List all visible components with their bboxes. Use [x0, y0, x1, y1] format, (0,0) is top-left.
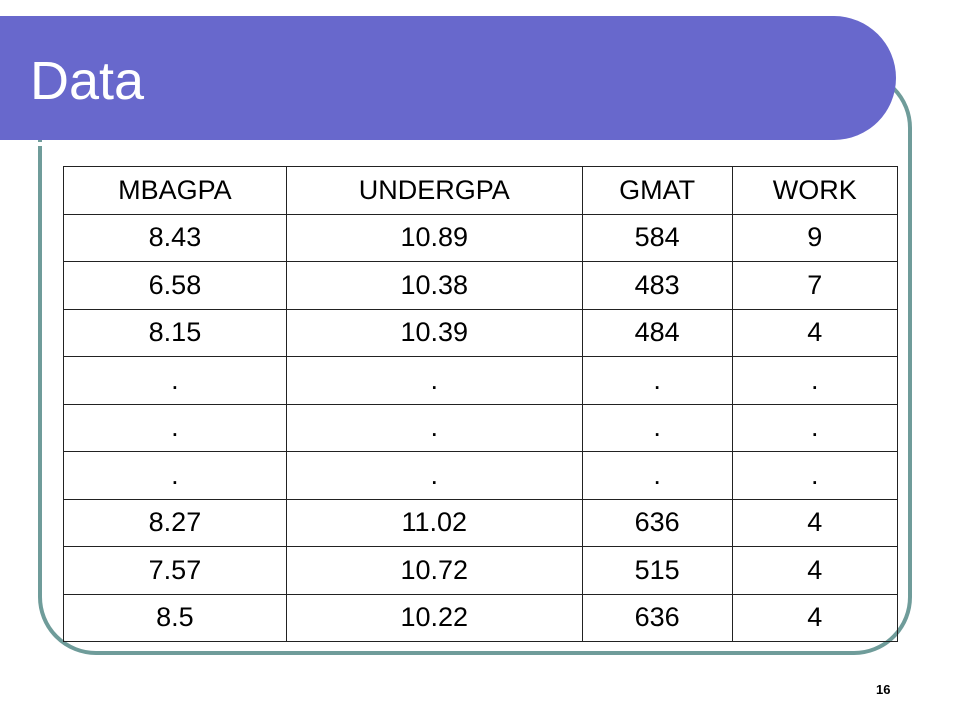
table-cell: 4: [731, 308, 899, 357]
table-row: 8.15 10.39 484 4: [63, 308, 899, 357]
table-row: . . . .: [63, 451, 899, 500]
title-underline: [0, 142, 848, 146]
table-cell: 10.38: [285, 261, 583, 310]
table-cell: .: [581, 451, 733, 500]
header-mbagpa: MBAGPA: [63, 166, 287, 215]
table-cell: .: [581, 356, 733, 405]
table-cell: .: [731, 451, 899, 500]
table-cell: 10.89: [285, 213, 583, 262]
table-cell: .: [731, 356, 899, 405]
table-row: . . . .: [63, 403, 899, 452]
table-cell: 7: [731, 261, 899, 310]
table-cell: .: [63, 403, 287, 452]
header-work: WORK: [731, 166, 899, 215]
table-cell: 10.39: [285, 308, 583, 357]
table-cell: .: [285, 403, 583, 452]
table-cell: 483: [581, 261, 733, 310]
table-cell: 7.57: [63, 546, 287, 595]
table-cell: 636: [581, 498, 733, 547]
table-cell: 11.02: [285, 498, 583, 547]
table-cell: 484: [581, 308, 733, 357]
table-cell: 4: [731, 498, 899, 547]
table-cell: .: [731, 403, 899, 452]
table-row: 8.5 10.22 636 4: [63, 593, 899, 642]
title-bar: Data: [0, 16, 896, 146]
table-cell: 8.15: [63, 308, 287, 357]
table-cell: 6.58: [63, 261, 287, 310]
table-row: . . . .: [63, 356, 899, 405]
header-undergpa: UNDERGPA: [285, 166, 583, 215]
table-header-row: MBAGPA UNDERGPA GMAT WORK: [63, 166, 899, 215]
table-cell: 8.5: [63, 593, 287, 642]
table-cell: 8.27: [63, 498, 287, 547]
table-cell: .: [285, 356, 583, 405]
header-gmat: GMAT: [581, 166, 733, 215]
table-row: 7.57 10.72 515 4: [63, 546, 899, 595]
table-row: 8.27 11.02 636 4: [63, 498, 899, 547]
table-cell: 10.72: [285, 546, 583, 595]
table-cell: 4: [731, 593, 899, 642]
table-cell: .: [63, 451, 287, 500]
table-cell: 9: [731, 213, 899, 262]
slide-title: Data: [30, 51, 145, 111]
table-cell: .: [581, 403, 733, 452]
table-cell: 4: [731, 546, 899, 595]
table-row: 6.58 10.38 483 7: [63, 261, 899, 310]
table-cell: .: [285, 451, 583, 500]
table-cell: 10.22: [285, 593, 583, 642]
page-number: 16: [876, 682, 891, 697]
table-cell: 636: [581, 593, 733, 642]
data-table: MBAGPA UNDERGPA GMAT WORK 8.43 10.89 584…: [63, 166, 899, 642]
table-row: 8.43 10.89 584 9: [63, 213, 899, 262]
table-cell: 584: [581, 213, 733, 262]
table-cell: 515: [581, 546, 733, 595]
table-cell: .: [63, 356, 287, 405]
table-cell: 8.43: [63, 213, 287, 262]
